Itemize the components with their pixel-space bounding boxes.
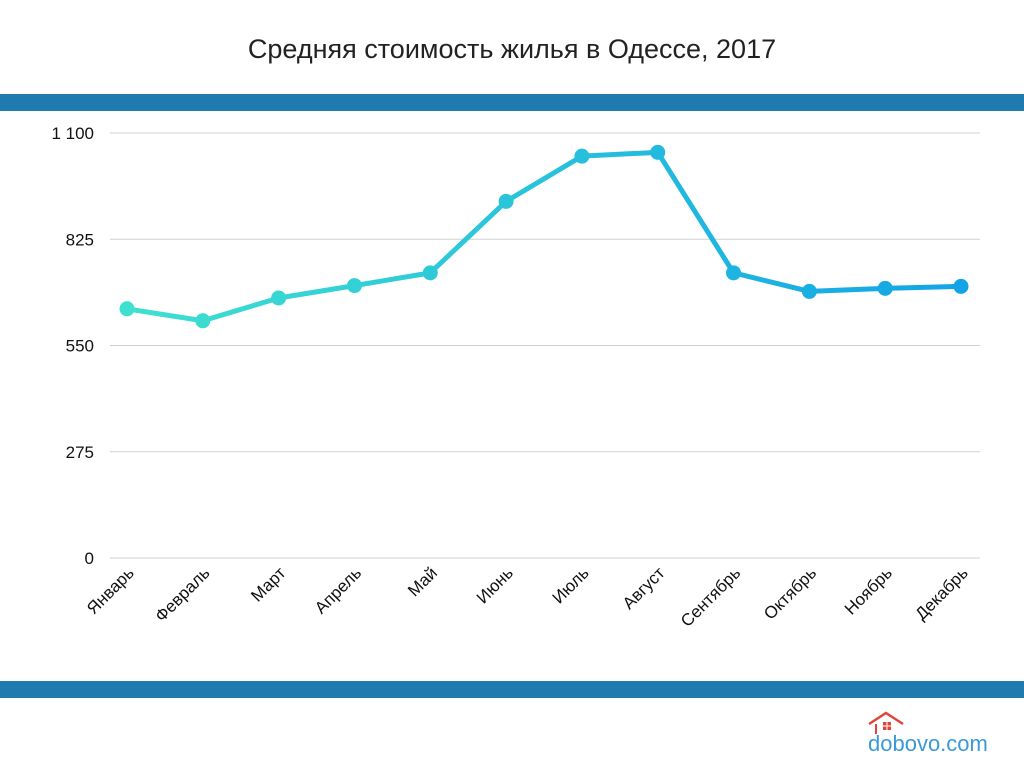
x-tick-label: Июнь [473,563,517,607]
bottom-band [0,681,1024,698]
data-point [726,265,742,281]
x-tick-label: Февраль [151,563,213,625]
grid-lines [110,132,980,559]
top-band [0,94,1024,111]
logo-text: dobovo.com [868,731,988,756]
series-layer [119,144,969,329]
series-line [124,149,964,324]
y-tick-label: 825 [66,230,94,249]
data-point [195,313,211,329]
dobovo-logo: dobovo.com [868,711,988,756]
y-tick-label: 1 100 [51,124,94,143]
data-point [877,280,893,296]
x-tick-label: Апрель [311,563,365,617]
data-point [271,290,287,306]
data-point [346,278,362,294]
data-point [119,301,135,317]
house-icon [868,711,904,734]
x-tick-label: Август [619,563,669,613]
x-tick-label: Март [247,563,289,605]
data-point [574,148,590,164]
data-point [953,278,969,294]
x-tick-label: Май [404,563,441,600]
x-tick-label: Январь [83,563,138,618]
data-point [650,144,666,160]
x-axis-ticks: Январь Февраль Март Апрель Май Июнь Июль Август… [83,563,972,630]
x-tick-label: Июль [549,563,593,607]
y-tick-label: 550 [66,337,94,356]
x-tick-label: Ноябрь [841,563,896,618]
x-tick-label: Октябрь [760,563,820,623]
chart-title: Средняя стоимость жилья в Одессе, 2017 [248,34,776,64]
data-point [801,283,817,299]
data-point [422,265,438,281]
x-tick-label: Декабрь [912,563,972,623]
x-tick-label: Сентябрь [677,563,744,630]
data-point [498,193,514,209]
y-axis-ticks: 0 275 550 825 1 100 [51,124,94,568]
y-tick-label: 0 [85,549,94,568]
y-tick-label: 275 [66,443,94,462]
